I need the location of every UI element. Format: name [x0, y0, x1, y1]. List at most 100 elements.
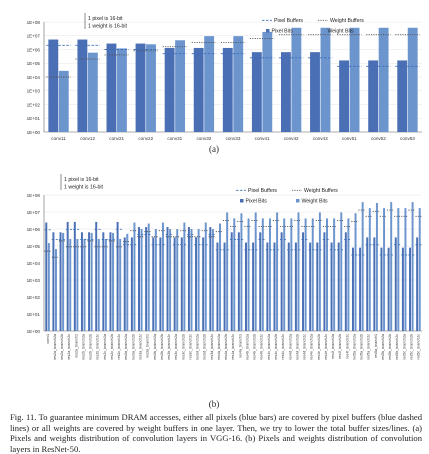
vgg16-chart: 1E+08 1E+07 1E+06 1E+05 1E+04 1E+03 1E+02 1E+01…	[27, 13, 422, 154]
x-tick-label: res5b_branch2a	[381, 334, 385, 360]
y-tick-label: 1E+05	[27, 244, 41, 249]
x-tick-label: res5b_branch2c	[395, 334, 399, 360]
bar-weight-bits	[326, 218, 328, 331]
bar-weight-bits	[254, 212, 257, 331]
y-tick-label: 1E+02	[27, 102, 41, 107]
bar-pixel-bits	[251, 52, 262, 132]
x-tick-label: conv22	[138, 136, 153, 141]
annotation-text: 1 pixel is 16-bit	[64, 177, 99, 183]
bar-weight-bits	[87, 52, 98, 132]
bar-weight-bits	[226, 212, 229, 331]
x-tick-label: conv42	[284, 136, 299, 141]
legend-bar-swatch	[296, 199, 300, 203]
bar-pixel-bits	[45, 222, 48, 331]
line-weight-buffers	[44, 209, 422, 258]
bar-weight-bits	[169, 229, 172, 331]
x-tick-label: conv53	[400, 136, 415, 141]
bar-weight-bits	[211, 229, 214, 331]
legend-label: Pixel Buffers	[248, 188, 277, 194]
bar-pixel-bits	[109, 232, 112, 331]
bar-pixel-bits	[273, 242, 276, 331]
bar-weight-bits	[378, 27, 389, 132]
y-tick-label: 1E+04	[27, 261, 41, 266]
bar-pixel-bits	[310, 52, 320, 132]
x-tick-label: res4a_branch2b	[224, 334, 228, 360]
x-tick-label: res4e_branch2b	[317, 334, 321, 360]
bar-weight-bits	[240, 213, 243, 331]
bar-weight-bits	[390, 202, 393, 331]
bar-pixel-bits	[216, 242, 219, 331]
bar-weight-bits	[397, 208, 400, 331]
bar-pixel-bits	[223, 242, 226, 331]
bar-weight-bits	[297, 212, 300, 331]
x-tick-label: res4f_branch2a	[331, 334, 335, 359]
bar-pixel-bits	[138, 227, 140, 331]
bar-weight-bits	[290, 218, 293, 331]
bar-weight-bits	[146, 44, 156, 132]
x-tick-label: res5a_branch2a	[352, 334, 356, 360]
x-tick-label: res2b_branch2b	[89, 334, 93, 360]
bar-weight-bits	[361, 202, 364, 331]
legend-label: Weight Buffers	[330, 18, 364, 24]
bar-pixel-bits	[287, 242, 290, 331]
bar-weight-bits	[283, 218, 286, 331]
x-tick-label: conv51	[342, 136, 357, 141]
resnet50-chart-panel: 1E+08 1E+07 1E+06 1E+05 1E+04 1E+03 1E+02 1E+01…	[0, 163, 429, 415]
bar-pixel-bits	[73, 221, 76, 331]
bar-weight-bits	[97, 238, 100, 331]
bar-pixel-bits	[80, 232, 83, 331]
bar-weight-bits	[368, 208, 371, 331]
y-tick-label: 1E+07	[27, 34, 41, 39]
x-tick-label: conv12	[80, 136, 95, 141]
bar-weight-bits	[349, 27, 360, 132]
bar-pixel-bits	[193, 47, 204, 133]
bar-pixel-bits	[237, 232, 240, 331]
bar-weight-bits	[154, 229, 157, 331]
x-tick-label: res3c_branch2c	[188, 334, 192, 360]
x-tick-label: res3a_branch2a	[124, 334, 128, 360]
x-tick-label: res3d_branch2c	[210, 334, 214, 360]
bar-weight-bits	[58, 70, 69, 132]
bar-pixel-bits	[368, 60, 379, 132]
bar-pixel-bits	[280, 232, 283, 331]
x-tick-label: res5a_branch2c	[367, 334, 371, 360]
bar-pixel-bits	[48, 39, 59, 132]
x-tick-label: res2b_branch2a	[81, 334, 85, 360]
bar-pixel-bits	[366, 237, 369, 331]
x-tick-label: res4e_branch2c	[324, 334, 328, 360]
x-tick-label: conv33	[226, 136, 241, 141]
y-tick-label: 1E+03	[27, 89, 41, 94]
x-tick-label: res4c_branch2b	[274, 334, 278, 360]
x-tick-label: res3c_branch2b	[181, 334, 185, 360]
bar-weight-bits	[83, 238, 86, 331]
bar-pixel-bits	[52, 232, 55, 331]
bar-weight-bits	[304, 218, 307, 331]
bar-pixel-bits	[102, 232, 105, 331]
legend-label: Pixel Bits	[272, 29, 294, 35]
x-tick-label: res4b_branch2b	[253, 334, 257, 360]
bar-weight-bits	[318, 212, 321, 331]
bar-weight-bits	[311, 218, 314, 331]
x-tick-label: res2b_branch2c	[96, 334, 100, 360]
bar-pixel-bits	[351, 247, 354, 331]
x-tick-label: res2c_branch2a	[103, 334, 107, 360]
bar-pixel-bits	[106, 43, 117, 132]
x-tick-label: conv43	[313, 136, 328, 141]
bar-weight-bits	[333, 218, 336, 331]
bar-weight-bits	[375, 202, 378, 331]
y-tick-label: 1E+08	[27, 193, 41, 198]
bar-pixel-bits	[166, 227, 169, 331]
bar-weight-bits	[126, 233, 129, 331]
x-tick-label: conv21	[109, 136, 124, 141]
bar-pixel-bits	[135, 43, 146, 132]
bar-pixel-bits	[252, 242, 255, 331]
bar-pixel-bits	[159, 237, 162, 331]
bar-weight-bits	[112, 232, 115, 331]
bar-weight-bits	[347, 218, 350, 331]
legend-label: Pixel Buffers	[274, 18, 303, 24]
bar-pixel-bits	[187, 227, 190, 331]
bar-weight-bits	[354, 213, 357, 331]
bar-weight-bits	[62, 232, 65, 331]
bar-pixel-bits	[116, 221, 119, 331]
bar-weight-bits	[276, 212, 279, 331]
